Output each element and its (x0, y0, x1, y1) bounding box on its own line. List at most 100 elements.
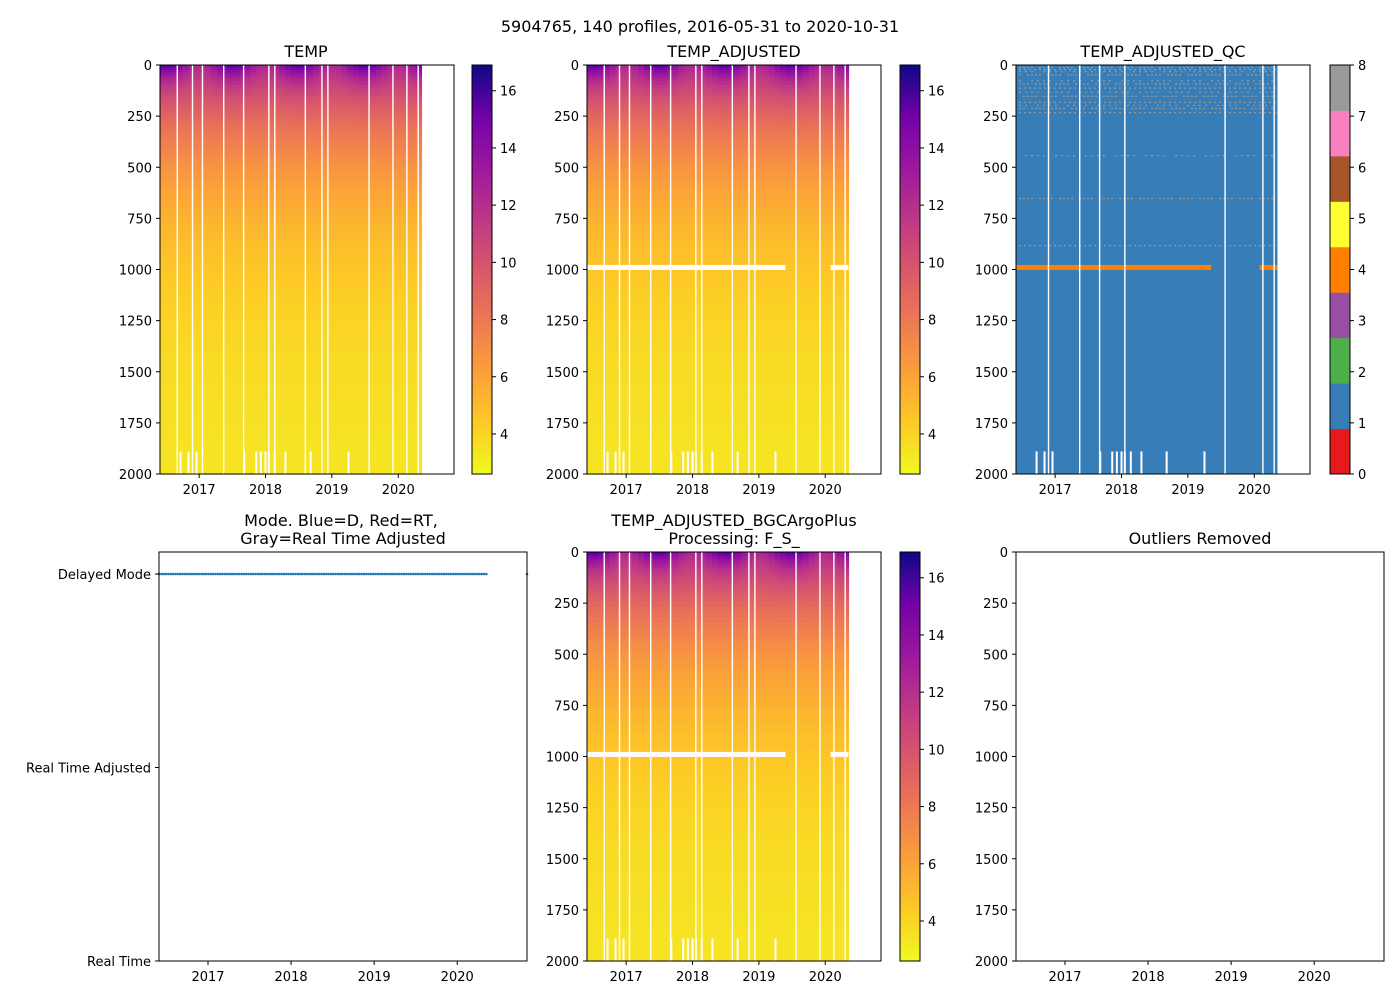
heatmap-cell (381, 178, 388, 187)
heatmap-cell (165, 141, 172, 148)
heatmap-cell (222, 199, 229, 208)
heatmap-cell (216, 400, 224, 412)
heatmap-cell (695, 360, 702, 372)
heatmap-cell (296, 360, 303, 372)
heatmap-cell (398, 441, 406, 453)
heatmap-cell (165, 229, 172, 239)
heatmap-cell (604, 370, 611, 381)
heatmap-cell (353, 165, 360, 173)
heatmap-cell (780, 81, 787, 86)
heatmap-cell (604, 420, 611, 432)
heatmap-cell (638, 66, 645, 69)
heatmap-cell (592, 66, 599, 69)
heatmap-cell (740, 278, 747, 289)
heatmap-cell (785, 431, 793, 443)
heatmap-cell (387, 199, 394, 208)
heatmap-cell (706, 135, 713, 142)
heatmap-cell (768, 65, 776, 68)
heatmap-cell (285, 270, 292, 280)
heatmap-cell (216, 141, 224, 148)
heatmap-cell (655, 207, 662, 216)
heatmap-cell (734, 245, 742, 255)
heatmap-cell (233, 119, 241, 126)
heatmap-cell (262, 124, 269, 131)
heatmap-cell (216, 245, 224, 255)
heatmap-cell (621, 153, 628, 161)
heatmap-cell (706, 463, 713, 475)
heatmap-cell (632, 380, 639, 391)
heatmap-cell (717, 341, 725, 352)
heatmap-cell (740, 296, 747, 306)
heatmap-cell (313, 185, 320, 194)
heatmap-cell (649, 114, 656, 120)
heatmap-cell (655, 109, 662, 115)
heatmap-cell (660, 380, 668, 391)
heatmap-cell (194, 237, 201, 247)
heatmap-cell (188, 192, 195, 201)
heatmap-cell (290, 147, 298, 154)
heatmap-cell (415, 100, 423, 106)
heatmap-cell (609, 78, 617, 82)
heatmap-cell (604, 78, 611, 82)
heatmap-cell (273, 452, 280, 464)
heatmap-cell (165, 72, 172, 76)
heatmap-cell (222, 278, 229, 289)
heatmap-cell (233, 270, 241, 280)
heatmap-cell (336, 370, 343, 381)
heatmap-cell (364, 463, 371, 475)
heatmap-cell (706, 147, 713, 154)
heatmap-cell (285, 124, 292, 131)
heatmap-cell (672, 400, 679, 412)
heatmap-cell (410, 222, 417, 231)
heatmap-cell (723, 104, 730, 111)
heatmap-cell (171, 153, 178, 161)
heatmap-cell (376, 270, 383, 280)
heatmap-cell (632, 88, 639, 93)
heatmap-cell (313, 199, 320, 208)
heatmap-cell (370, 207, 377, 216)
heatmap-cell (410, 410, 417, 422)
heatmap-cell (336, 400, 343, 412)
heatmap-cell (763, 65, 770, 68)
heatmap-cell (660, 370, 668, 381)
heatmap-cell (330, 214, 337, 223)
heatmap-cell (250, 341, 258, 352)
heatmap-cell (734, 199, 742, 208)
heatmap-cell (273, 192, 280, 201)
heatmap-cell (358, 351, 366, 362)
heatmap-cell (256, 296, 263, 306)
heatmap-cell (188, 153, 195, 161)
heatmap-cell (672, 165, 679, 173)
heatmap-cell (632, 410, 639, 422)
heatmap-cell (262, 229, 269, 239)
heatmap-cell (279, 165, 286, 173)
heatmap-cell (598, 100, 605, 106)
heatmap-cell (598, 360, 605, 372)
heatmap-cell (598, 192, 605, 201)
heatmap-cell (262, 390, 269, 401)
heatmap-cell (774, 84, 781, 89)
heatmap-cell (290, 380, 298, 391)
heatmap-cell (672, 129, 679, 137)
heatmap-cell (706, 172, 713, 180)
heatmap-cell (256, 100, 263, 106)
heatmap-cell (638, 119, 645, 126)
heatmap-cell (290, 96, 298, 101)
heatmap-cell (387, 314, 394, 324)
heatmap-cell (358, 178, 366, 187)
heatmap-cell (336, 420, 343, 432)
heatmap-cell (296, 129, 303, 137)
heatmap-cell (763, 400, 770, 412)
heatmap-cell (358, 129, 366, 137)
heatmap-cell (672, 341, 679, 352)
heatmap-cell (683, 172, 690, 180)
heatmap-cell (250, 172, 258, 180)
heatmap-cell (216, 463, 224, 475)
heatmap-cell (216, 135, 224, 142)
heatmap-cell (598, 351, 605, 362)
heatmap-cell (621, 305, 628, 315)
heatmap-cell (672, 463, 679, 475)
heatmap-cell (723, 380, 730, 391)
heatmap-cell (672, 65, 679, 68)
heatmap-cell (381, 351, 388, 362)
